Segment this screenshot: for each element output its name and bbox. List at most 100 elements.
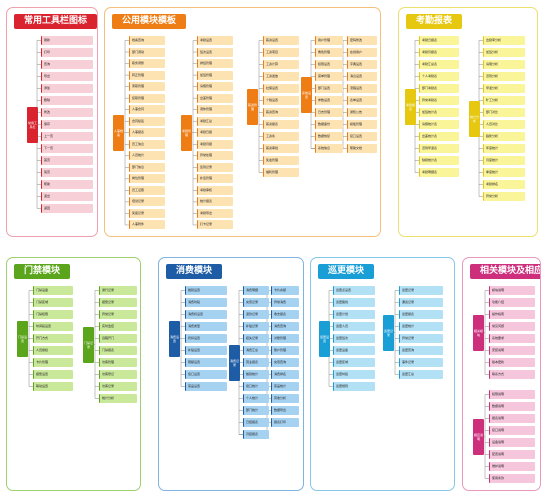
- tree-node: 部门信息: [129, 162, 165, 172]
- tree-node: 培训记录: [129, 197, 165, 207]
- tree-node: 漏巡记录: [399, 298, 443, 307]
- tree-node: 档案查询: [129, 36, 165, 45]
- tree-node: 下一页: [41, 144, 93, 153]
- tree-node: 添加: [41, 84, 93, 93]
- panel-p1: 常用工具栏图标 刷新 打印 查询 导出 添加 删除 修改 保存 上一页 下一页 首页 尾页 帮助 退出 返回 常…: [6, 7, 98, 237]
- tree-node: 消费查询: [271, 322, 299, 331]
- tree-node: 事件记录: [399, 358, 443, 367]
- tree-node: 请假统计表: [419, 120, 459, 129]
- tree-node: 异常考勤表: [419, 96, 459, 105]
- tree-node: 考勤汇总: [197, 116, 233, 126]
- tree-node: 远程开门: [99, 334, 137, 343]
- tree-node: 数据恢复: [315, 132, 343, 141]
- tree-node: 出差统计表: [419, 132, 459, 141]
- tree-node: 年度统计: [483, 144, 525, 153]
- tree-node: 考勤排名: [483, 180, 525, 189]
- tree-node: 异常记录: [399, 334, 443, 343]
- tree-node: 卡片管理: [33, 358, 73, 367]
- tree-node: 签到记录: [197, 162, 233, 172]
- tree-node: 接口设置: [347, 132, 377, 141]
- tree-node: 薪资设置: [263, 36, 299, 45]
- tree-node: 排班管理: [197, 59, 233, 69]
- tree-node: 尾页: [41, 168, 93, 177]
- tree-node: 补贴设置: [185, 346, 227, 355]
- tree-node: 访客管理: [99, 358, 137, 367]
- tree-node: 薪资报表: [263, 120, 299, 129]
- tree-node: 补贴记录: [243, 322, 269, 331]
- tree-node: 巡更报表: [399, 310, 443, 319]
- tree-node: 人员授权: [33, 346, 73, 355]
- tree-node: 奖金管理: [263, 156, 299, 165]
- category-node: 考勤管理: [181, 114, 192, 151]
- connector-lines: [414, 40, 483, 197]
- tree-node: 营业报表: [243, 358, 269, 367]
- tree-node: 考勤日报: [197, 128, 233, 138]
- tree-node: 月结报表: [243, 430, 269, 439]
- tree-node: 请假分析: [483, 60, 525, 69]
- tree-node: 巡更汇总: [399, 370, 443, 379]
- tree-node: 权限说明: [489, 390, 535, 399]
- tree-node: 考勤月报表: [419, 48, 459, 57]
- tree-node: 考勤月报: [197, 139, 233, 149]
- tree-node: 部门调动: [129, 47, 165, 57]
- tree-node: 帮助文档: [347, 144, 377, 153]
- tree-node: 用户管理: [315, 36, 343, 45]
- category-node: 统计分析: [469, 100, 480, 137]
- tree-node: 消费汇总: [243, 346, 269, 355]
- tree-node: 表单设置: [347, 96, 377, 105]
- tree-node: 巡更规则: [333, 382, 375, 391]
- tree-node: 考勤审核: [197, 185, 233, 195]
- tree-node: 消息设置: [347, 72, 377, 81]
- tree-node: 报警记录: [99, 298, 137, 307]
- tree-node: 修改: [41, 108, 93, 117]
- tree-node: 部门考勤表: [419, 84, 459, 93]
- panel-title: 消费模块: [166, 264, 223, 279]
- tree-node: 充值查询: [271, 358, 299, 367]
- tree-node: 账户管理: [271, 346, 299, 355]
- category-node: 考勤报表: [405, 88, 416, 125]
- tree-node: 加班分析: [483, 48, 525, 57]
- tree-node: 离职管理: [129, 82, 165, 92]
- panel-title: 考勤报表: [406, 14, 463, 29]
- tree-node: 统计报表: [197, 197, 233, 207]
- tree-node: 考勤导出: [197, 208, 233, 218]
- tree-node: 功能介绍: [489, 298, 535, 307]
- category-node: 巡更记录: [383, 314, 394, 351]
- tree-node: 在线用户: [347, 48, 377, 57]
- tree-node: 帮助: [41, 180, 93, 189]
- tree-node: 配置说明: [489, 450, 535, 459]
- tree-node: 角色管理: [315, 48, 343, 57]
- tree-node: 联动设置: [33, 382, 73, 391]
- tree-node: 员工证照: [129, 185, 165, 195]
- tree-node: 开门方式: [33, 334, 73, 343]
- tree-node: 导出: [41, 72, 93, 81]
- panel-p4: 门禁模块 门禁设备 门禁区域 门禁权限 时间段设置 开门方式 人员授权 卡片管理 报警设置 联动设…: [6, 257, 141, 491]
- tree-node: 巡更统计: [399, 322, 443, 331]
- tree-node: 巡更计划: [333, 310, 375, 319]
- tree-node: 设备说明: [489, 438, 535, 447]
- tree-node: 消费明细: [243, 286, 269, 295]
- tree-node: 限额设置: [185, 358, 227, 367]
- tree-node: 使用条款: [489, 474, 535, 483]
- tree-node: 趋势分析: [483, 132, 525, 141]
- tree-node: 巡更班次: [333, 334, 375, 343]
- panel-title: 常用工具栏图标: [14, 14, 97, 29]
- tree-node: 缺勤统计表: [419, 156, 459, 165]
- tree-node: 加班管理: [197, 70, 233, 80]
- category-node: 常用工具栏: [27, 106, 38, 143]
- tree-node: 充值记录: [243, 298, 269, 307]
- tree-node: 福利管理: [263, 168, 299, 177]
- tree-node: 访客记录: [99, 382, 137, 391]
- tree-node: 对账管理: [271, 334, 299, 343]
- tree-node: 营收分析: [271, 394, 299, 403]
- tree-node: 个税设置: [263, 96, 299, 105]
- tree-node: 菜品统计: [271, 382, 299, 391]
- tree-node: 社保设置: [263, 84, 299, 93]
- tree-node: 打卡记录: [197, 220, 233, 230]
- tree-node: 消费机设置: [185, 310, 227, 319]
- tree-node: 工资项目: [263, 48, 299, 57]
- tree-node: 考勤设置: [197, 36, 233, 45]
- connector-lines: [484, 290, 489, 479]
- tree-node: 卡片余额: [271, 286, 299, 295]
- tree-node: 数据导出: [271, 406, 299, 415]
